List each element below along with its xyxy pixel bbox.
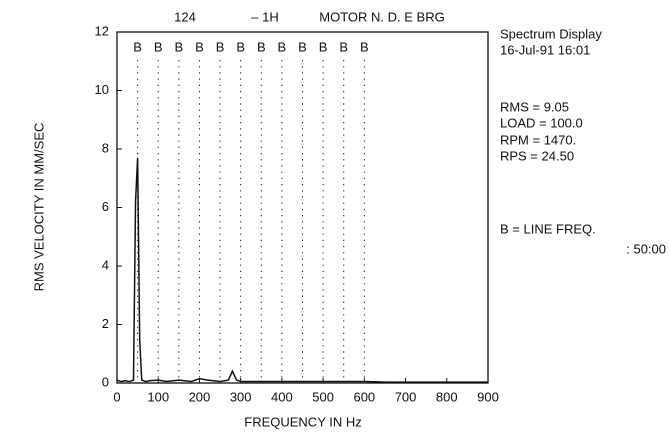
marker-label: B	[195, 39, 204, 54]
marker-label: B	[133, 39, 142, 54]
side-info: : 50:00	[626, 241, 666, 256]
side-info: 16-Jul-91 16:01	[500, 42, 590, 57]
y-tick-label: 8	[102, 140, 109, 155]
side-info: RPS = 24.50	[500, 148, 574, 163]
marker-label: B	[257, 39, 266, 54]
side-info: RMS = 9.05	[500, 99, 569, 114]
marker-label: B	[339, 39, 348, 54]
y-tick-label: 10	[95, 82, 109, 97]
marker-label: B	[174, 39, 183, 54]
x-tick-label: 0	[113, 389, 120, 404]
x-tick-label: 700	[395, 389, 417, 404]
x-tick-label: 800	[436, 389, 458, 404]
side-info: RPM = 1470.	[500, 132, 576, 147]
marker-label: B	[360, 39, 369, 54]
marker-label: B	[154, 39, 163, 54]
spectrum-line	[116, 157, 488, 383]
y-tick-label: 4	[102, 257, 109, 272]
y-tick-label: 2	[102, 316, 109, 331]
plot-frame	[116, 31, 489, 384]
x-tick-label: 100	[147, 389, 169, 404]
header-text: MOTOR N. D. E BRG	[319, 9, 444, 24]
x-tick-label: 500	[312, 389, 334, 404]
marker-label: B	[278, 39, 287, 54]
x-tick-label: 200	[189, 389, 211, 404]
y-tick-label: 12	[95, 23, 109, 38]
x-tick-label: 300	[230, 389, 252, 404]
x-tick-label: 600	[353, 389, 375, 404]
marker-label: B	[319, 39, 328, 54]
marker-label: B	[236, 39, 245, 54]
marker-label: B	[298, 39, 307, 54]
y-axis-label: RMS VELOCITY IN MM/SEC	[31, 123, 46, 292]
side-info: Spectrum Display	[500, 26, 602, 41]
side-info: LOAD = 100.0	[500, 115, 583, 130]
y-tick-label: 6	[102, 199, 109, 214]
side-info: B = LINE FREQ.	[500, 221, 596, 236]
x-tick-label: 900	[477, 389, 499, 404]
header-text: 124	[174, 9, 196, 24]
x-tick-label: 400	[271, 389, 293, 404]
x-axis-label: FREQUENCY IN Hz	[244, 414, 362, 429]
marker-label: B	[216, 39, 225, 54]
y-tick-label: 0	[102, 374, 109, 389]
header-text: – 1H	[251, 9, 278, 24]
